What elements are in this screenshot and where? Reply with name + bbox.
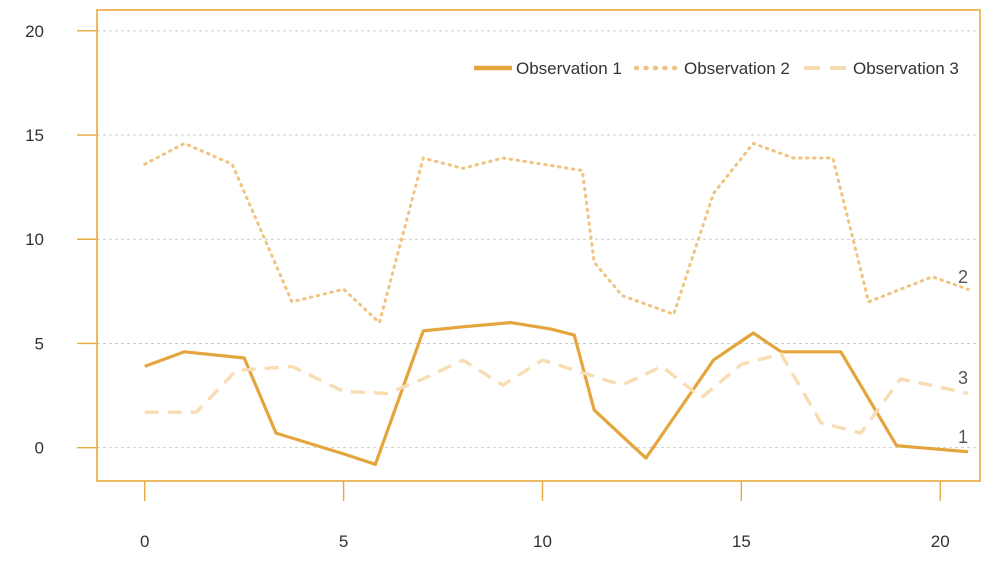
- series-line-observation-2: [143, 141, 970, 325]
- series-line-observation-1: [144, 321, 969, 466]
- x-tick-label: 15: [732, 532, 751, 551]
- axes: 0 5 10 15 20 0 5 10 15 20: [25, 22, 950, 551]
- y-tick-label: 15: [25, 126, 44, 145]
- y-tick-label: 5: [35, 334, 44, 353]
- series-end-label-2: 2: [958, 267, 968, 287]
- series-end-label-1: 1: [958, 427, 968, 447]
- plot-frame: [96, 9, 981, 482]
- legend-label-observation-1: Observation 1: [516, 59, 622, 78]
- y-tick-label: 20: [25, 22, 44, 41]
- series-end-labels: 1 2 3: [958, 267, 968, 447]
- x-tick-label: 20: [931, 532, 950, 551]
- y-tick-label: 0: [35, 439, 44, 458]
- series-end-label-3: 3: [958, 368, 968, 388]
- grid-lines: [97, 30, 980, 449]
- series-line-observation-3: [144, 352, 969, 435]
- x-tick-label: 5: [339, 532, 348, 551]
- y-tick-label: 10: [25, 230, 44, 249]
- x-tick-label: 0: [140, 532, 149, 551]
- legend-label-observation-3: Observation 3: [853, 59, 959, 78]
- legend: Observation 1 Observation 2 Observation 3: [474, 59, 959, 78]
- series-lines: [143, 141, 970, 466]
- x-tick-label: 10: [533, 532, 552, 551]
- legend-label-observation-2: Observation 2: [684, 59, 790, 78]
